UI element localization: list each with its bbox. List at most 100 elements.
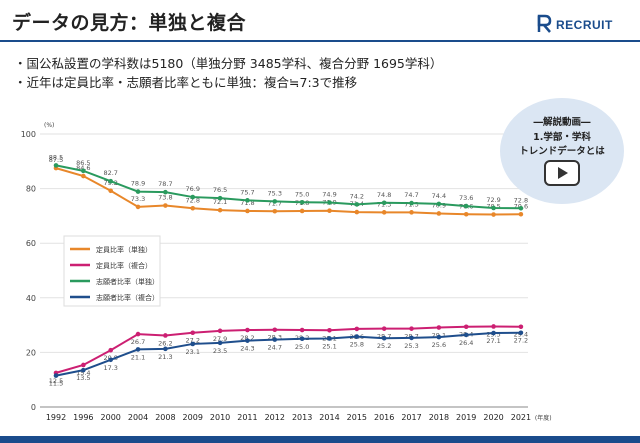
x-tick-label: 2008 xyxy=(155,413,175,422)
data-label: 26.4 xyxy=(459,339,473,347)
legend-label: 定員比率（単独） xyxy=(96,245,152,254)
data-label: 24.7 xyxy=(268,344,282,352)
data-label: 75.7 xyxy=(240,188,254,196)
x-tick-label: 2021 xyxy=(511,413,531,422)
data-point xyxy=(135,189,141,194)
data-label: 25.2 xyxy=(377,342,391,350)
data-label: 73.3 xyxy=(131,195,145,203)
data-point xyxy=(135,331,141,337)
data-label: 21.1 xyxy=(131,353,145,361)
data-point xyxy=(299,208,305,214)
data-point xyxy=(463,324,469,330)
data-label: 86.5 xyxy=(76,159,90,167)
data-label: 15.4 xyxy=(76,369,90,377)
data-label: 27.2 xyxy=(514,337,528,345)
data-point xyxy=(491,324,496,329)
data-point xyxy=(217,340,223,346)
data-label: 82.7 xyxy=(103,169,117,177)
x-tick-label: 2016 xyxy=(374,413,394,422)
data-label: 72.8 xyxy=(514,196,528,204)
y-tick-label: 60 xyxy=(26,239,36,248)
data-point xyxy=(81,173,86,179)
bullet-list: ・国公私設置の学科数は5180（単独分野 3485学科、複合分野 1695学科）… xyxy=(14,54,442,92)
data-label: 24.3 xyxy=(240,345,254,353)
y-tick-label: 100 xyxy=(21,130,36,139)
data-point xyxy=(135,204,141,210)
data-point xyxy=(245,208,250,214)
data-point xyxy=(299,199,305,205)
logo-text: RECRUIT xyxy=(556,18,613,32)
data-point xyxy=(327,208,332,214)
x-tick-label: 2011 xyxy=(237,413,257,422)
data-label: 25.0 xyxy=(295,343,309,351)
data-label: 74.7 xyxy=(404,191,418,199)
data-point xyxy=(108,347,113,353)
data-label: 78.7 xyxy=(158,180,172,188)
data-label: 74.9 xyxy=(322,191,336,199)
y-tick-label: 40 xyxy=(26,294,36,303)
data-point xyxy=(491,212,496,217)
data-point xyxy=(108,357,113,363)
data-label: 25.1 xyxy=(322,342,336,350)
data-label: 25.6 xyxy=(432,341,446,349)
data-point xyxy=(245,338,250,343)
x-unit-label: (年度) xyxy=(535,414,552,422)
data-label: 74.4 xyxy=(432,192,446,200)
data-point xyxy=(190,341,196,347)
data-point xyxy=(463,203,469,209)
data-label: 12.5 xyxy=(49,377,63,385)
data-point xyxy=(272,337,278,342)
slide-title: データの見方：単独と複合 xyxy=(12,12,247,34)
data-point xyxy=(108,178,113,184)
legend-box xyxy=(63,235,161,307)
data-label: 11.5 xyxy=(49,380,63,388)
legend-label: 志願者比率（単独） xyxy=(96,277,159,286)
data-point xyxy=(381,326,387,331)
x-tick-label: 1992 xyxy=(46,413,66,422)
data-point xyxy=(409,200,414,206)
legend-label: 定員比率（複合） xyxy=(96,261,152,270)
data-point xyxy=(409,335,414,341)
data-label: 84.6 xyxy=(76,164,90,172)
data-label: 17.3 xyxy=(103,364,117,372)
y-tick-label: 20 xyxy=(26,348,36,357)
footer-bar xyxy=(0,436,640,443)
data-label: 75.3 xyxy=(268,189,282,197)
data-label: 88.5 xyxy=(49,153,63,161)
data-point xyxy=(436,325,442,330)
data-label: 74.2 xyxy=(350,192,364,200)
x-tick-label: 2015 xyxy=(347,413,367,422)
data-point xyxy=(163,203,168,208)
data-label: 27.1 xyxy=(486,337,500,345)
data-point xyxy=(190,330,196,336)
data-point xyxy=(272,208,278,214)
data-label: 71.8 xyxy=(240,199,254,207)
data-point xyxy=(463,211,469,217)
data-point xyxy=(81,367,86,373)
x-tick-label: 2000 xyxy=(101,413,121,422)
data-label: 26.2 xyxy=(158,339,172,347)
data-label: 25.3 xyxy=(404,342,418,350)
data-label: 27.2 xyxy=(185,337,199,345)
data-point xyxy=(327,327,332,333)
data-point xyxy=(217,328,223,334)
data-point xyxy=(436,211,442,216)
bullet-item: ・近年は定員比率・志願者比率ともに単独：複合≒7:3で推移 xyxy=(14,75,358,90)
data-label: 21.3 xyxy=(158,353,172,361)
data-point xyxy=(245,327,250,333)
data-point xyxy=(163,189,168,195)
y-unit-label: (%) xyxy=(44,122,54,129)
data-label: 87.5 xyxy=(49,156,63,164)
play-icon[interactable] xyxy=(544,160,580,186)
data-point xyxy=(190,194,196,200)
data-label: 72.9 xyxy=(486,196,500,204)
data-point xyxy=(436,201,442,207)
data-label: 27.9 xyxy=(213,335,227,343)
recruit-logo: RECRUIT xyxy=(536,14,632,34)
video-badge[interactable]: ―解説動画― 1.学部・学科 トレンドデータとは xyxy=(500,98,624,204)
data-point xyxy=(381,200,387,206)
header-divider xyxy=(0,40,640,42)
data-label: 23.1 xyxy=(185,348,199,356)
x-tick-label: 2012 xyxy=(265,413,285,422)
video-badge-line2: 1.学部・学科 xyxy=(533,132,591,143)
